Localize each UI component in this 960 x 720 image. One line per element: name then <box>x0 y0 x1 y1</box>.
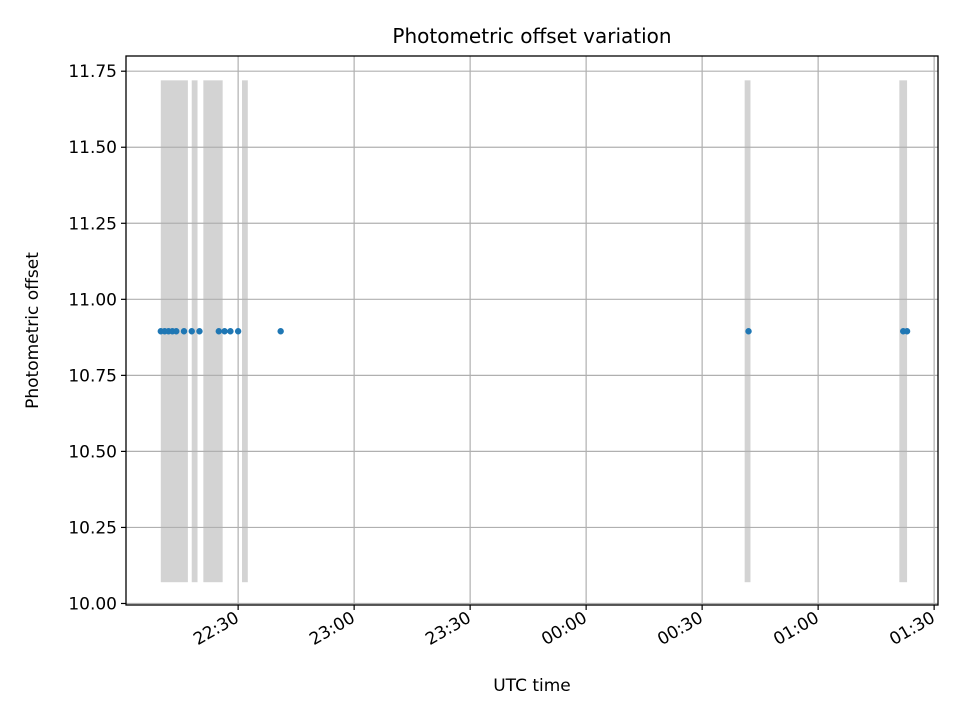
data-point <box>215 328 222 335</box>
x-tick-label: 00:30 <box>654 608 706 650</box>
ticks-layer: 10.00 10.25 10.50 10.75 11.00 11.25 11.50 11.75… <box>68 62 938 650</box>
x-axis-label: UTC time <box>493 676 571 696</box>
data-point <box>180 328 188 335</box>
x-tick-label: 23:00 <box>306 608 358 650</box>
x-tick-label: 01:00 <box>770 608 822 650</box>
points-layer <box>157 328 911 335</box>
x-tick-label: 00:00 <box>538 608 590 650</box>
y-tick-label: 11.25 <box>68 214 117 234</box>
data-point <box>196 328 203 335</box>
data-point <box>903 328 911 335</box>
x-tick-label: 01:30 <box>886 608 938 650</box>
y-tick-label: 10.50 <box>68 442 117 462</box>
data-point <box>745 328 752 335</box>
grid-layer <box>126 56 938 605</box>
shaded-intervals-layer <box>160 80 908 583</box>
y-tick-label: 11.00 <box>68 290 117 310</box>
y-tick-label: 10.00 <box>68 594 117 614</box>
data-point <box>188 328 195 335</box>
y-tick-label: 11.50 <box>68 138 117 158</box>
data-point <box>277 328 284 335</box>
y-tick-label: 10.25 <box>68 518 117 538</box>
plot-frame <box>125 55 939 606</box>
data-point <box>234 328 242 335</box>
data-point <box>173 328 180 335</box>
shaded-interval <box>203 80 223 583</box>
y-tick-label: 10.75 <box>68 366 117 386</box>
data-point <box>227 328 234 335</box>
chart-title: Photometric offset variation <box>392 24 671 48</box>
x-tick-label: 22:30 <box>190 608 242 650</box>
y-axis-label: Photometric offset <box>23 252 43 409</box>
shaded-interval <box>242 80 248 583</box>
data-point <box>221 328 228 335</box>
y-tick-label: 11.75 <box>68 62 117 82</box>
x-tick-label: 23:30 <box>422 608 474 650</box>
